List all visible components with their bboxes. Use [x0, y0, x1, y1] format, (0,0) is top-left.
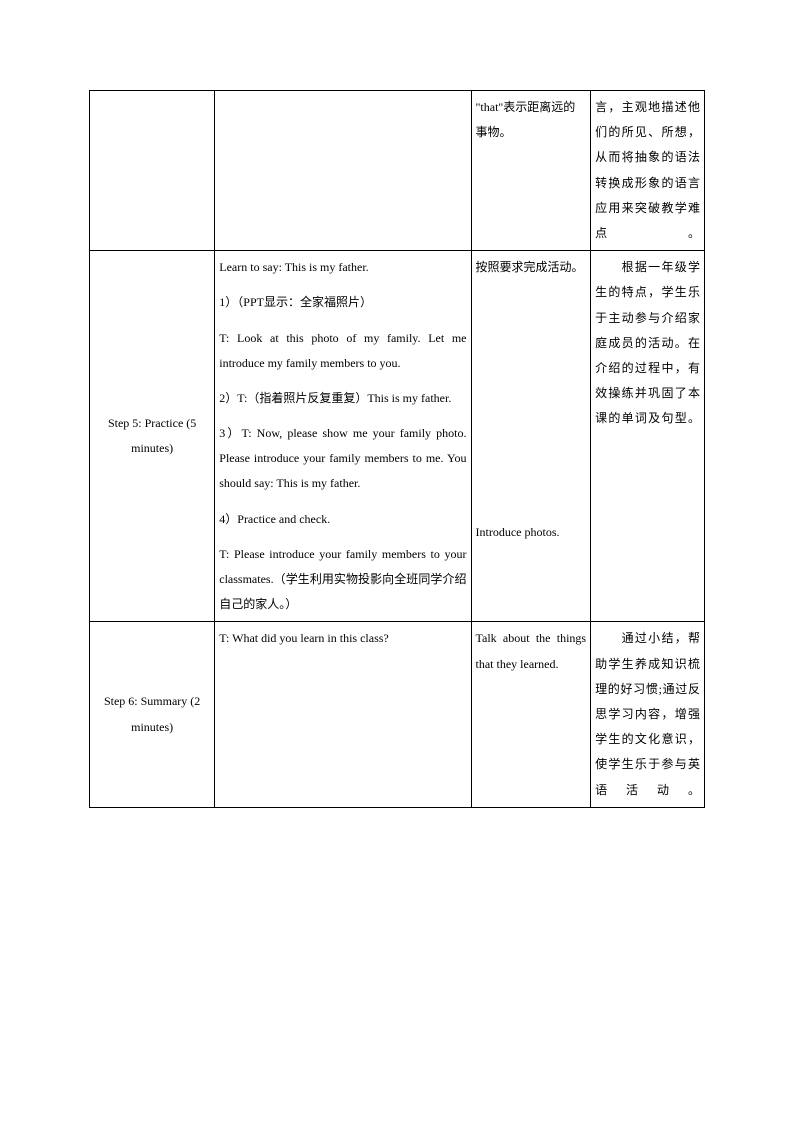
- teacher-paragraph: 4）Practice and check.: [219, 507, 466, 532]
- teacher-activity-cell: T: What did you learn in this class?: [215, 622, 471, 807]
- table-row: "that"表示距离远的事物。 言，主观地描述他们的所见、所想，从而将抽象的语法…: [90, 91, 705, 251]
- teacher-paragraph: Learn to say: This is my father.: [219, 255, 466, 280]
- student-paragraph-spacer: [476, 380, 587, 430]
- student-activity-cell: "that"表示距离远的事物。: [471, 91, 591, 251]
- step-cell: [90, 91, 215, 251]
- lesson-plan-table: "that"表示距离远的事物。 言，主观地描述他们的所见、所想，从而将抽象的语法…: [89, 90, 705, 808]
- step-cell: Step 6: Summary (2 minutes): [90, 622, 215, 807]
- student-paragraph-spacer: [476, 280, 587, 318]
- teacher-activity-cell: Learn to say: This is my father. 1）（PPT显…: [215, 251, 471, 622]
- purpose-cell: 根据一年级学生的特点，学生乐于主动参与介绍家庭成员的活动。在介绍的过程中，有效操…: [591, 251, 705, 622]
- purpose-cell: 言，主观地描述他们的所见、所想，从而将抽象的语法转换成形象的语言应用来突破教学难…: [591, 91, 705, 251]
- table-row: Step 5: Practice (5 minutes) Learn to sa…: [90, 251, 705, 622]
- student-paragraph-spacer: [476, 318, 587, 380]
- student-paragraph-spacer: [476, 430, 587, 520]
- student-paragraph: 按照要求完成活动。: [476, 255, 587, 280]
- student-activity-cell: 按照要求完成活动。 Introduce photos.: [471, 251, 591, 622]
- student-activity-cell: Talk about the things that they learned.: [471, 622, 591, 807]
- teacher-paragraph: T: Look at this photo of my family. Let …: [219, 326, 466, 376]
- teacher-paragraph: T: Please introduce your family members …: [219, 542, 466, 618]
- purpose-cell: 通过小结，帮助学生养成知识梳理的好习惯;通过反思学习内容，增强学生的文化意识，使…: [591, 622, 705, 807]
- step-cell: Step 5: Practice (5 minutes): [90, 251, 215, 622]
- table-row: Step 6: Summary (2 minutes) T: What did …: [90, 622, 705, 807]
- teacher-paragraph: 1）（PPT显示：全家福照片）: [219, 290, 466, 315]
- teacher-paragraph: 2）T:（指着照片反复重复）This is my father.: [219, 386, 466, 411]
- student-paragraph: Introduce photos.: [476, 520, 587, 545]
- teacher-paragraph: 3）T: Now, please show me your family pho…: [219, 421, 466, 497]
- teacher-activity-cell: [215, 91, 471, 251]
